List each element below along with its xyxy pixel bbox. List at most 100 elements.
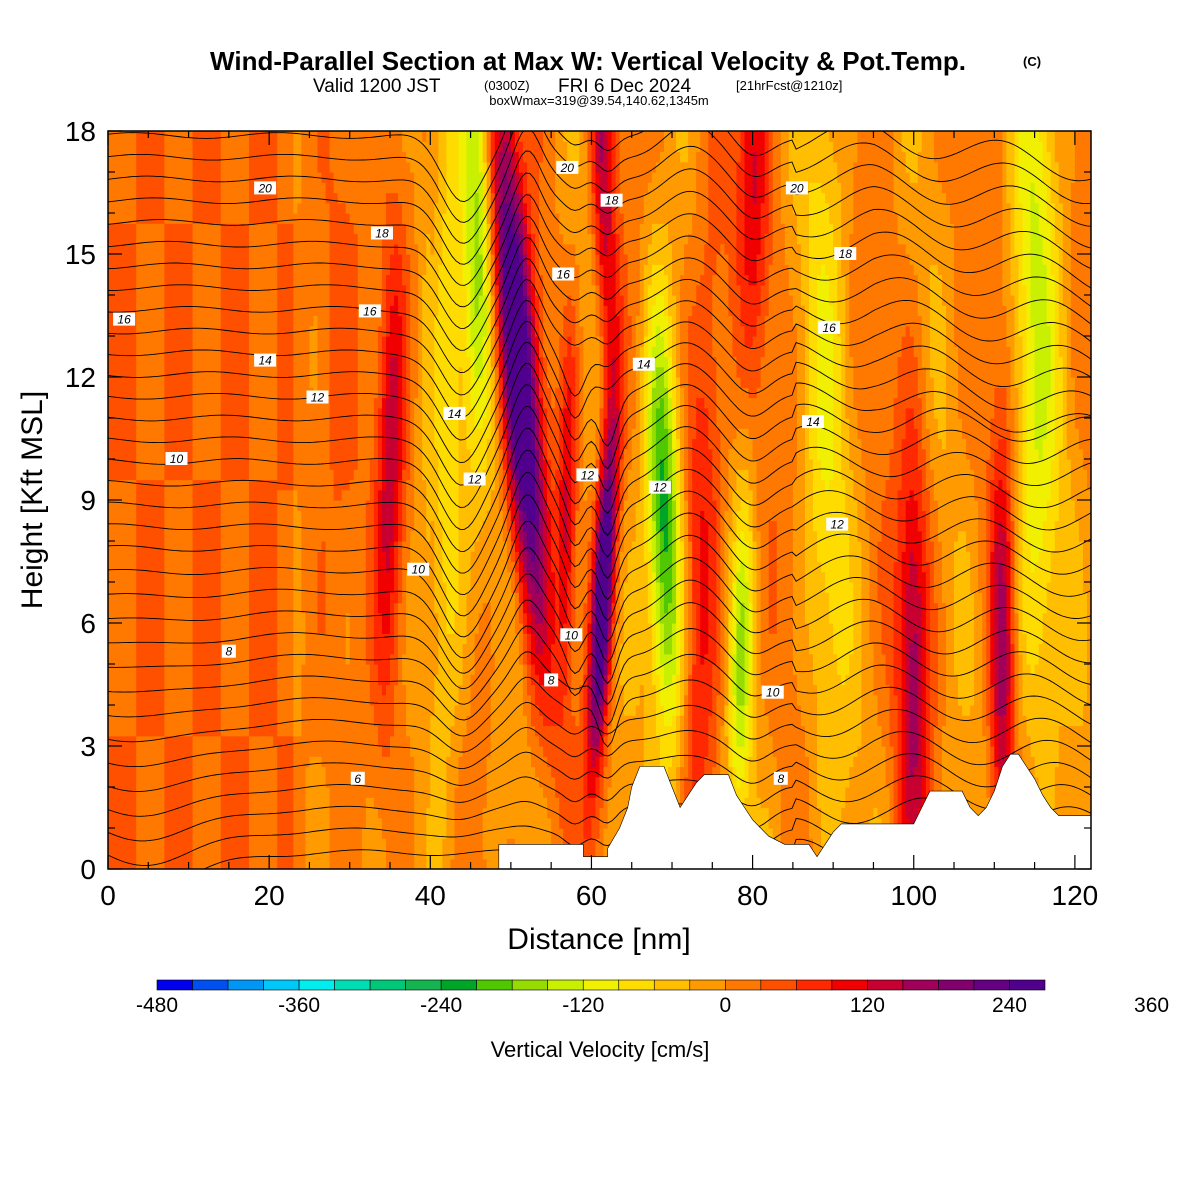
velocity-cell: [192, 766, 198, 778]
velocity-cell: [357, 797, 363, 809]
velocity-cell: [244, 346, 250, 358]
velocity-cell: [168, 264, 174, 276]
velocity-cell: [249, 202, 254, 214]
velocity-cell: [136, 500, 141, 511]
velocity-cell: [261, 817, 266, 829]
velocity-cell: [381, 192, 387, 204]
velocity-cell: [240, 561, 246, 573]
velocity-cell: [200, 684, 206, 696]
velocity-cell: [381, 315, 387, 327]
velocity-cell: [301, 817, 307, 829]
velocity-cell: [285, 202, 290, 214]
velocity-cell: [289, 161, 294, 173]
velocity-cell: [361, 510, 367, 522]
velocity-cell: [132, 172, 137, 183]
velocity-cell: [156, 407, 161, 419]
velocity-cell: [244, 797, 250, 809]
velocity-cell: [265, 500, 270, 511]
velocity-cell: [184, 489, 190, 501]
velocity-cell: [156, 766, 161, 778]
velocity-cell: [216, 397, 222, 409]
velocity-cell: [192, 151, 198, 163]
velocity-cell: [180, 664, 186, 675]
velocity-cell: [281, 664, 286, 675]
velocity-cell: [220, 694, 226, 706]
velocity-cell: [333, 643, 339, 655]
velocity-cell: [309, 561, 315, 573]
velocity-cell: [240, 315, 246, 327]
velocity-cell: [377, 664, 383, 675]
velocity-cell: [269, 254, 274, 265]
velocity-cell: [277, 366, 282, 378]
velocity-cell: [341, 858, 347, 869]
velocity-cell: [116, 623, 121, 634]
velocity-cell: [176, 520, 182, 532]
velocity-cell: [156, 356, 161, 368]
velocity-cell: [353, 602, 359, 614]
velocity-cell: [293, 520, 298, 532]
velocity-cell: [305, 787, 311, 798]
velocity-cell: [136, 571, 141, 583]
velocity-cell: [337, 448, 343, 460]
velocity-cell: [381, 182, 387, 194]
velocity-cell: [361, 479, 367, 491]
velocity-cell: [108, 817, 113, 829]
velocity-cell: [285, 469, 290, 481]
velocity-cell: [349, 213, 355, 224]
velocity-cell: [349, 705, 355, 716]
velocity-cell: [313, 725, 319, 737]
velocity-cell: [353, 202, 359, 214]
velocity-cell: [373, 172, 379, 183]
velocity-cell: [277, 592, 282, 604]
velocity-cell: [228, 366, 234, 378]
velocity-cell: [112, 500, 117, 511]
velocity-cell: [337, 674, 343, 686]
velocity-cell: [273, 284, 278, 296]
velocity-cell: [321, 551, 327, 563]
velocity-cell: [297, 377, 302, 388]
velocity-cell: [381, 418, 387, 429]
velocity-cell: [172, 530, 178, 542]
velocity-cell: [132, 366, 137, 378]
velocity-cell: [164, 838, 170, 850]
velocity-cell: [249, 418, 254, 429]
velocity-cell: [361, 674, 367, 686]
velocity-cell: [176, 274, 182, 286]
velocity-cell: [236, 407, 242, 419]
velocity-cell: [164, 787, 170, 798]
velocity-cell: [277, 551, 282, 563]
velocity-cell: [212, 571, 218, 583]
velocity-cell: [144, 756, 149, 768]
velocity-cell: [140, 407, 145, 419]
velocity-cell: [249, 756, 254, 768]
velocity-cell: [341, 612, 347, 624]
velocity-cell: [333, 223, 339, 235]
velocity-cell: [192, 551, 198, 563]
velocity-cell: [333, 407, 339, 419]
velocity-cell: [293, 541, 298, 552]
velocity-cell: [160, 705, 165, 716]
velocity-cell: [249, 479, 254, 491]
velocity-cell: [232, 346, 238, 358]
velocity-cell: [329, 797, 335, 809]
velocity-cell: [108, 356, 113, 368]
velocity-cell: [261, 715, 266, 727]
velocity-cell: [136, 377, 141, 388]
velocity-cell: [240, 735, 246, 747]
velocity-cell: [244, 264, 250, 276]
velocity-cell: [240, 223, 246, 235]
velocity-cell: [381, 715, 387, 727]
velocity-cell: [160, 479, 165, 491]
velocity-cell: [220, 284, 226, 296]
velocity-cell: [285, 459, 290, 470]
velocity-cell: [281, 325, 286, 337]
velocity-cell: [148, 336, 153, 347]
velocity-cell: [220, 161, 226, 173]
velocity-cell: [192, 243, 198, 255]
velocity-cell: [180, 479, 186, 491]
velocity-cell: [317, 213, 323, 224]
velocity-cell: [164, 469, 170, 481]
velocity-cell: [168, 438, 174, 450]
velocity-cell: [257, 202, 262, 214]
velocity-cell: [357, 787, 363, 798]
